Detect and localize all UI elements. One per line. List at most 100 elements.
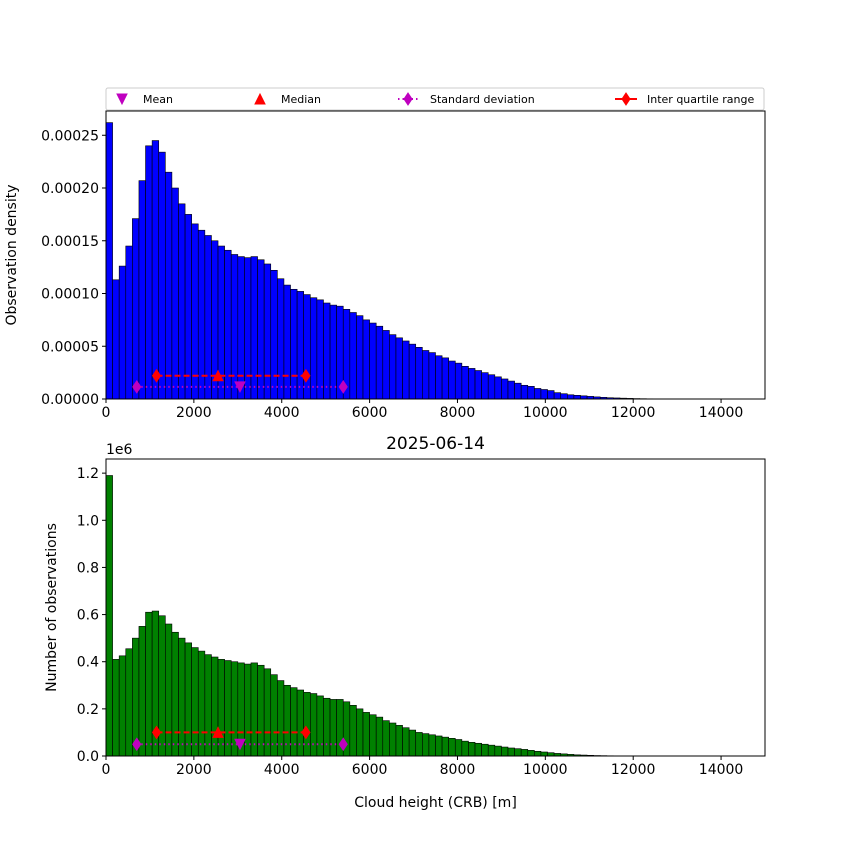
histogram-bar: [197, 650, 206, 757]
x-tick-label: 14000: [699, 762, 744, 778]
iqr-marker-right: [301, 368, 311, 383]
histogram-bar: [296, 291, 304, 400]
median-marker: [212, 726, 224, 738]
histogram-bar: [435, 735, 443, 757]
histogram-bar: [290, 288, 298, 400]
histogram-bar: [217, 659, 225, 757]
legend-std-marker: [403, 92, 413, 106]
histogram-bar: [283, 684, 291, 757]
histogram-bar: [145, 145, 153, 400]
x-tick-label: 4000: [264, 762, 300, 778]
histogram-bar: [481, 372, 489, 400]
y-tick-label: 0.00025: [41, 128, 99, 144]
y-tick-label: 0.00000: [41, 392, 99, 408]
histogram-bar: [178, 203, 186, 400]
legend-mean-marker: [116, 93, 128, 106]
x-tick-label: 2000: [176, 405, 212, 421]
x-tick-label: 10000: [523, 405, 568, 421]
histogram-bar: [362, 712, 370, 757]
histogram-bar: [290, 687, 298, 757]
legend-label: Standard deviation: [430, 93, 535, 106]
histogram-bar: [507, 747, 515, 757]
histogram-bar: [527, 750, 535, 757]
histogram-bar: [573, 395, 581, 400]
axes-frame: [105, 458, 766, 757]
histogram-bar: [468, 742, 476, 757]
histogram-bar: [197, 229, 206, 400]
legend-median-marker: [254, 92, 266, 105]
histogram-bar: [540, 751, 548, 757]
histogram-bar: [415, 732, 423, 757]
histogram-bar: [323, 697, 331, 757]
histogram-bar: [547, 390, 555, 400]
histogram-bar: [501, 378, 509, 400]
histogram-bar: [402, 727, 410, 757]
histogram-bar: [395, 725, 403, 757]
histogram-bar: [191, 647, 199, 757]
legend-frame: [105, 87, 765, 111]
y-tick-label: 0.2: [77, 702, 99, 718]
histogram-bar: [534, 750, 542, 757]
histogram-bar: [507, 380, 515, 400]
histogram-bar: [474, 742, 482, 757]
histogram-bar: [224, 660, 232, 757]
histogram-bar: [501, 746, 509, 757]
histogram-bar: [415, 347, 423, 400]
histogram-bar: [184, 214, 192, 400]
histogram-bar: [145, 611, 153, 757]
histogram-bar: [454, 362, 463, 400]
histogram-bar: [158, 615, 166, 757]
histogram-bar: [309, 297, 318, 400]
histogram-bar: [329, 699, 337, 757]
histogram-bar: [171, 187, 179, 400]
histogram-bar: [494, 376, 502, 400]
histogram-bar: [389, 722, 397, 757]
histogram-bar: [323, 302, 331, 400]
histogram-bar: [283, 284, 291, 400]
histogram-bar: [263, 263, 272, 400]
histogram-bar: [257, 259, 265, 400]
histogram-bar: [540, 389, 548, 400]
iqr-marker-left: [151, 725, 162, 740]
histogram-bar: [349, 705, 357, 757]
histogram-bar: [375, 325, 384, 400]
histogram-bar: [204, 654, 212, 757]
histogram-bar: [474, 370, 482, 400]
histogram-bar: [309, 693, 318, 757]
x-tick-label: 14000: [699, 405, 744, 421]
histogram-bar: [375, 716, 384, 757]
legend-label: Inter quartile range: [647, 93, 754, 106]
x-tick-label: 10000: [523, 762, 568, 778]
x-tick-label: 12000: [611, 762, 656, 778]
histogram-bar: [487, 744, 496, 757]
histogram-bar: [230, 254, 239, 400]
x-tick-label: 8000: [440, 405, 476, 421]
std-marker-left: [132, 379, 142, 394]
histogram-bar: [534, 388, 542, 400]
histogram-bar: [435, 355, 443, 400]
histogram-bar: [296, 689, 304, 757]
histogram-bar: [461, 740, 469, 757]
y-axis-label: Observation density: [4, 184, 20, 325]
mean-marker: [234, 738, 246, 751]
histogram-bar: [514, 748, 522, 757]
y-tick-label: 1.0: [77, 513, 99, 529]
median-marker: [212, 369, 224, 382]
x-tick-label: 0: [102, 762, 111, 778]
histogram-bar: [408, 729, 417, 757]
histogram-bar: [422, 733, 430, 757]
histogram-bar: [138, 626, 146, 757]
mean-marker: [234, 381, 246, 393]
histogram-bar: [105, 122, 113, 400]
x-tick-label: 0: [102, 405, 111, 421]
histogram-bar: [441, 736, 449, 757]
legend-label: Median: [281, 93, 321, 106]
histogram-bar: [356, 315, 364, 400]
histogram-bar: [165, 623, 173, 757]
histogram-bar: [329, 304, 337, 400]
histogram-bar: [257, 664, 265, 757]
x-tick-label: 6000: [352, 405, 388, 421]
histogram-bar: [211, 656, 219, 757]
histogram-bar: [132, 637, 140, 757]
